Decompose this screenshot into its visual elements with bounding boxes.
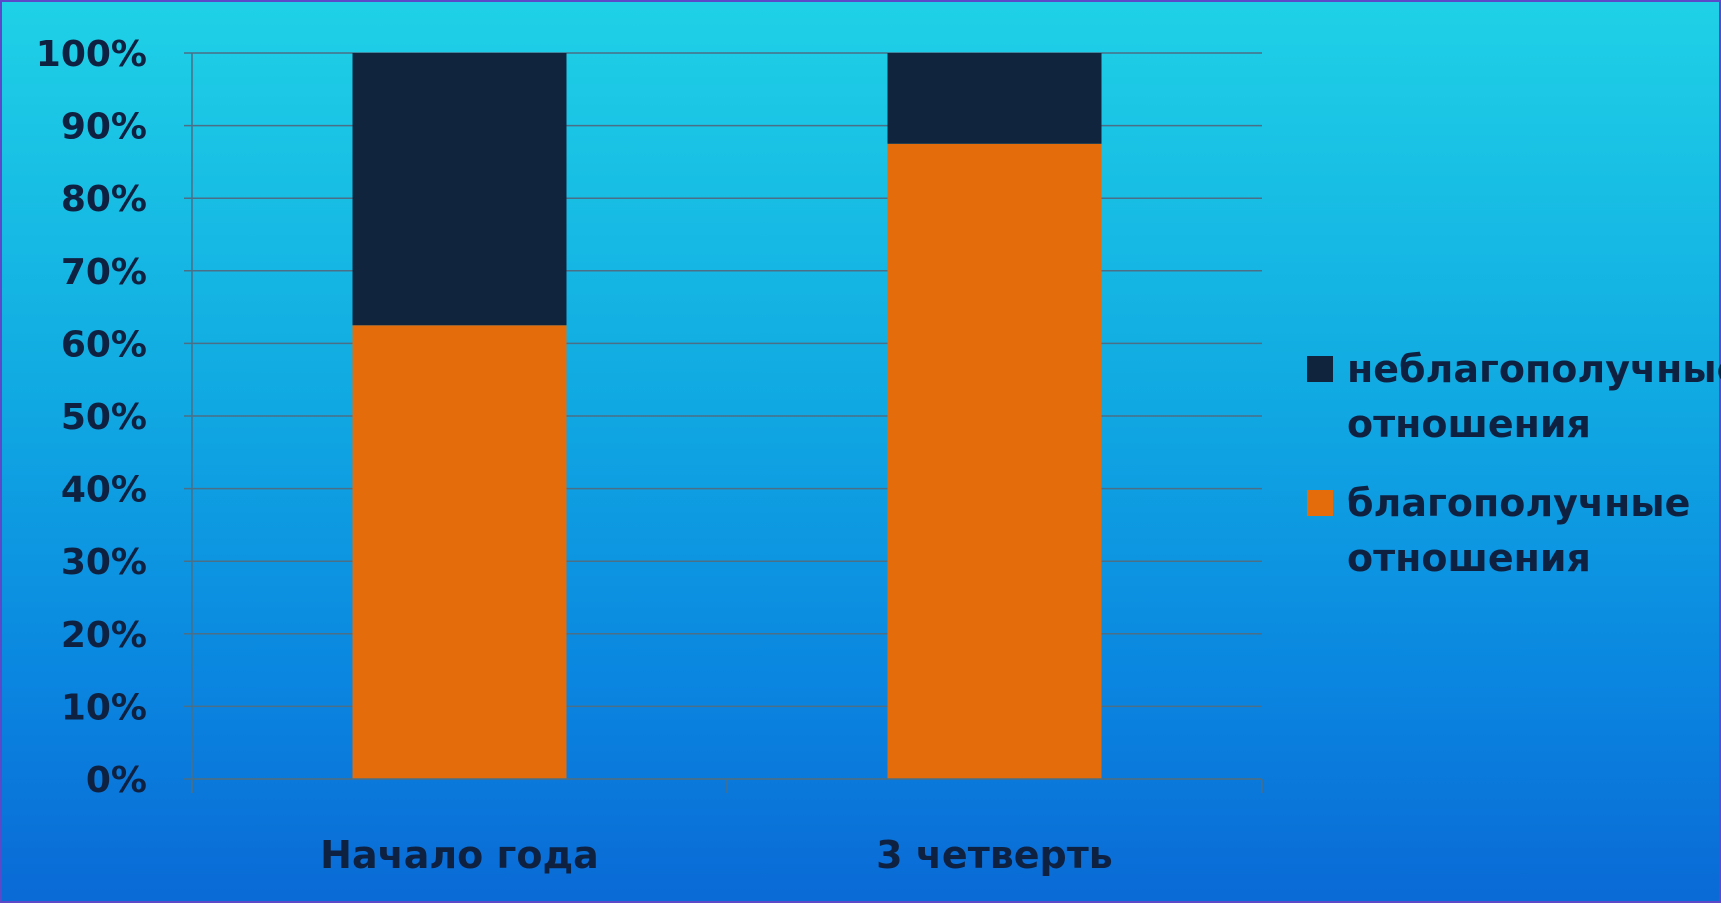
y-tick-label: 60% <box>61 324 147 365</box>
stacked-bar-chart: 0% 10% 20% 30% 40% 50% 60% 70% 80% 90% 100% Начало… <box>36 34 1263 877</box>
legend-label-unfavorable: неблагополучные отношения <box>1347 347 1721 446</box>
legend-item-unfavorable: неблагополучные отношения <box>1307 342 1721 452</box>
y-tick-label: 70% <box>61 252 147 293</box>
bar-segment-series-0-cat-1 <box>887 143 1102 779</box>
y-tick-label: 80% <box>61 179 147 220</box>
y-tick-label: 100% <box>36 34 147 75</box>
y-tick-label: 0% <box>86 760 147 801</box>
bars <box>352 53 1102 779</box>
y-tick-label: 40% <box>61 470 147 511</box>
axes <box>191 53 1263 793</box>
y-tick-label: 10% <box>61 687 147 728</box>
bar-segment-series-0-cat-0 <box>352 325 567 779</box>
x-axis-categories: Начало года 3 четверть <box>320 833 1113 877</box>
x-category-label: 3 четверть <box>876 833 1113 877</box>
y-tick-label: 90% <box>61 107 147 148</box>
y-axis-ticks: 0% 10% 20% 30% 40% 50% 60% 70% 80% 90% 100% <box>36 34 147 801</box>
y-tick-label: 30% <box>61 542 147 583</box>
legend: неблагополучные отношения благополучные … <box>1307 342 1721 610</box>
legend-swatch-unfavorable <box>1307 356 1333 382</box>
x-category-label: Начало года <box>320 833 599 877</box>
y-tick-label: 20% <box>61 615 147 656</box>
bar-segment-series-1-cat-0 <box>352 53 567 326</box>
legend-swatch-favorable <box>1307 490 1333 516</box>
legend-label-favorable: благополучные отношения <box>1347 481 1691 580</box>
bar-segment-series-1-cat-1 <box>887 53 1102 144</box>
legend-item-favorable: благополучные отношения <box>1307 476 1721 586</box>
y-tick-label: 50% <box>61 397 147 438</box>
